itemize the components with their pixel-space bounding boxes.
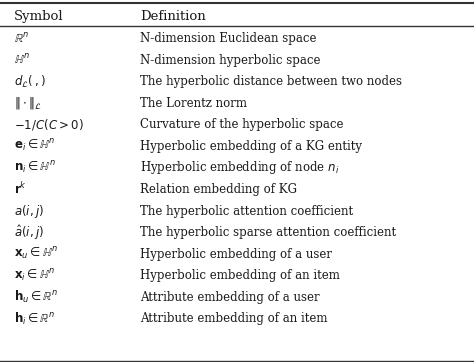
Text: The Lorentz norm: The Lorentz norm <box>140 97 247 110</box>
Text: N-dimension Euclidean space: N-dimension Euclidean space <box>140 32 316 45</box>
Text: $\mathbb{H}^n$: $\mathbb{H}^n$ <box>14 53 30 67</box>
Text: Hyperbolic embedding of a user: Hyperbolic embedding of a user <box>140 248 332 261</box>
Text: $d_{\mathcal{L}}(\,,)$: $d_{\mathcal{L}}(\,,)$ <box>14 74 46 90</box>
Text: Relation embedding of KG: Relation embedding of KG <box>140 183 297 196</box>
Text: $\mathbf{h}_u \in \mathbb{R}^n$: $\mathbf{h}_u \in \mathbb{R}^n$ <box>14 289 59 305</box>
Text: $\|\cdot\|_{\mathcal{L}}$: $\|\cdot\|_{\mathcal{L}}$ <box>14 95 42 111</box>
Text: $\hat{a}(i, j)$: $\hat{a}(i, j)$ <box>14 223 44 242</box>
Text: N-dimension hyperbolic space: N-dimension hyperbolic space <box>140 54 320 67</box>
Text: $\mathbf{h}_i \in \mathbb{R}^n$: $\mathbf{h}_i \in \mathbb{R}^n$ <box>14 311 55 327</box>
Text: $\mathbf{e}_i \in \mathbb{H}^n$: $\mathbf{e}_i \in \mathbb{H}^n$ <box>14 138 56 155</box>
Text: $\mathbf{r}^k$: $\mathbf{r}^k$ <box>14 182 27 197</box>
Text: $\mathbf{x}_u \in \mathbb{H}^n$: $\mathbf{x}_u \in \mathbb{H}^n$ <box>14 246 58 262</box>
Text: $\mathbf{n}_i \in \mathbb{H}^n$: $\mathbf{n}_i \in \mathbb{H}^n$ <box>14 160 56 176</box>
Text: The hyperbolic distance between two nodes: The hyperbolic distance between two node… <box>140 75 402 88</box>
Text: $\mathbb{R}^n$: $\mathbb{R}^n$ <box>14 32 30 46</box>
Text: $a(i, j)$: $a(i, j)$ <box>14 203 44 219</box>
Text: Curvature of the hyperbolic space: Curvature of the hyperbolic space <box>140 118 343 131</box>
Text: Hyperbolic embedding of node $n_i$: Hyperbolic embedding of node $n_i$ <box>140 160 339 176</box>
Text: Attribute embedding of a user: Attribute embedding of a user <box>140 291 319 304</box>
Text: Hyperbolic embedding of an item: Hyperbolic embedding of an item <box>140 269 340 282</box>
Text: The hyperbolic attention coefficient: The hyperbolic attention coefficient <box>140 205 353 218</box>
Text: Attribute embedding of an item: Attribute embedding of an item <box>140 312 328 325</box>
Text: $-1/C(C>0)$: $-1/C(C>0)$ <box>14 117 84 132</box>
Text: $\mathbf{x}_i \in \mathbb{H}^n$: $\mathbf{x}_i \in \mathbb{H}^n$ <box>14 268 55 284</box>
Text: Symbol: Symbol <box>14 10 64 23</box>
Text: Definition: Definition <box>140 10 206 23</box>
Text: Hyperbolic embedding of a KG entity: Hyperbolic embedding of a KG entity <box>140 140 362 153</box>
Text: The hyperbolic sparse attention coefficient: The hyperbolic sparse attention coeffici… <box>140 226 396 239</box>
